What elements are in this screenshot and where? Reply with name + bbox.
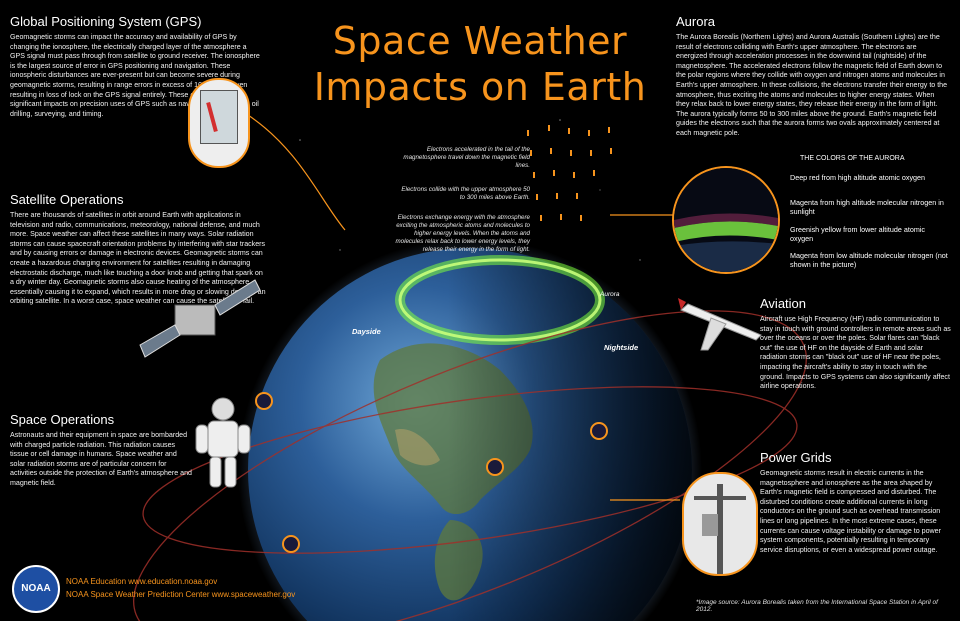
swpc-link[interactable]: NOAA Space Weather Prediction Center www… <box>66 590 296 599</box>
aurora-section: Aurora The Aurora Borealis (Northern Lig… <box>676 14 952 139</box>
note-energy-exchange: Electrons exchange energy with the atmos… <box>395 214 530 253</box>
satellite-body: There are thousands of satellites in orb… <box>10 211 266 306</box>
astronaut-icon <box>195 397 251 488</box>
title-line-1: Space Weather <box>332 19 628 63</box>
gps-body: Geomagnetic storms can impact the accura… <box>10 33 260 118</box>
color-item-1: Deep red from high altitude atomic oxyge… <box>790 173 926 182</box>
aviation-section: Aviation Aircraft use High Frequency (HF… <box>760 296 952 392</box>
satellite-section: Satellite Operations There are thousands… <box>10 192 278 307</box>
power-body: Geomagnetic storms result in electric cu… <box>760 469 941 554</box>
aurora-body: The Aurora Borealis (Northern Lights) an… <box>676 33 948 137</box>
gps-section: Global Positioning System (GPS) Geomagne… <box>10 14 272 119</box>
gps-heading: Global Positioning System (GPS) <box>10 14 202 29</box>
aviation-heading: Aviation <box>760 296 807 311</box>
space-ops-heading: Space Operations <box>10 412 115 427</box>
gps-device-icon <box>188 78 250 168</box>
aurora-heading: Aurora <box>676 14 716 29</box>
color-item-4: Magenta from low altitude molecular nitr… <box>790 251 948 270</box>
space-ops-body: Astronauts and their equipment in space … <box>10 431 192 487</box>
label-aurora: Aurora <box>600 291 620 298</box>
title-line-2: Impacts on Earth <box>313 65 647 109</box>
footer-links: NOAA Education www.education.noaa.gov NO… <box>66 575 295 601</box>
label-dayside: Dayside <box>352 327 381 336</box>
orbit-power-marker <box>486 458 504 476</box>
power-pole-icon <box>682 472 758 576</box>
color-item-2: Magenta from high altitude molecular nit… <box>790 198 944 217</box>
label-nightside: Nightside <box>604 343 639 352</box>
airplane-icon <box>678 298 762 351</box>
aurora-photo <box>672 166 780 274</box>
image-credit: *Image source: Aurora Borealis taken fro… <box>696 599 938 613</box>
note-electrons-collide: Electrons collide with the upper atmosph… <box>401 186 530 201</box>
orbit-astronaut-marker <box>282 535 300 553</box>
space-ops-section: Space Operations Astronauts and their eq… <box>10 412 200 489</box>
orbit-aviation-marker <box>590 422 608 440</box>
color-item-3: Greenish yellow from lower altitude atom… <box>790 225 926 244</box>
orbit-satellite-marker <box>255 392 273 410</box>
power-heading: Power Grids <box>760 450 832 465</box>
satellite-icon <box>139 279 261 358</box>
aviation-body: Aircraft use High Frequency (HF) radio c… <box>760 315 951 391</box>
page-title: Space Weather Impacts on Earth <box>300 18 660 110</box>
satellite-heading: Satellite Operations <box>10 192 124 207</box>
power-section: Power Grids Geomagnetic storms result in… <box>760 450 952 555</box>
note-electrons-accelerated: Electrons accelerated in the tail of the… <box>403 146 530 169</box>
noaa-logo: NOAA <box>12 565 60 613</box>
colors-heading: THE COLORS OF THE AURORA <box>800 155 905 162</box>
noaa-education-link[interactable]: NOAA Education www.education.noaa.gov <box>66 577 218 586</box>
